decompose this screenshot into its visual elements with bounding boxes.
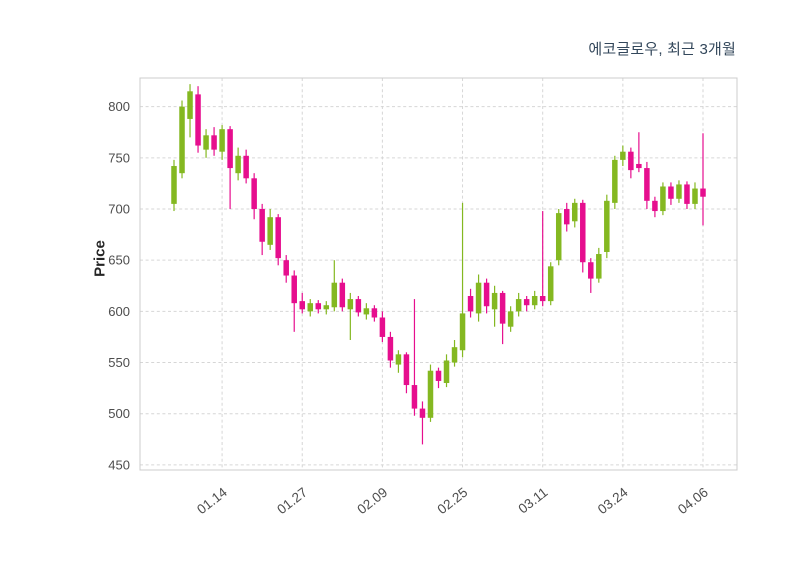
candle-body-up [555, 213, 562, 261]
candle-body-up [531, 296, 538, 306]
candle-body-down [499, 292, 506, 324]
y-tick-label: 500 [108, 406, 130, 421]
candle-body-up [515, 299, 522, 312]
candle-body-down [403, 354, 410, 386]
y-tick-label: 750 [108, 150, 130, 165]
candle-body-down [483, 282, 490, 307]
candle-body-up [363, 308, 370, 315]
candle-body-down [580, 202, 586, 263]
candle-body-down [195, 94, 201, 146]
candle-body-up [604, 200, 610, 252]
candle-body-down [379, 317, 386, 337]
candle-body-down [563, 209, 570, 225]
candle-body-down [387, 336, 394, 361]
y-tick-label: 550 [108, 355, 130, 370]
x-tick-label: 04.06 [675, 485, 711, 518]
candle-body-up [235, 155, 241, 174]
candle-body-up [395, 354, 402, 365]
candle-body-down [467, 296, 474, 312]
candle-body-down [251, 178, 257, 210]
chart-title: 에코글로우, 최근 3개월 [588, 41, 736, 58]
candle-body-up [475, 282, 482, 314]
candle-body-down [636, 163, 642, 169]
candle-body-up [612, 159, 618, 203]
candle-body-up [203, 135, 209, 150]
candle-body-up [692, 188, 698, 204]
candle-body-down [411, 385, 418, 409]
candle-body-down [227, 129, 233, 169]
candle-body-down [291, 275, 297, 304]
candle-body-down [652, 200, 658, 212]
x-tick-label: 01.27 [274, 485, 310, 518]
candle-body-down [435, 370, 442, 381]
candle-body-down [588, 262, 594, 279]
candle-body-up [219, 129, 225, 152]
candle-body-down [644, 168, 650, 201]
candle-body-down [684, 184, 690, 204]
candle-body-down [299, 301, 305, 310]
candle-body-up [171, 166, 177, 204]
candle-body-up [507, 311, 514, 327]
candle-body-down [259, 209, 265, 242]
candle-body-down [539, 296, 546, 302]
y-tick-label: 450 [108, 457, 130, 472]
candle-body-up [660, 186, 666, 212]
y-tick-label: 600 [108, 304, 130, 319]
y-tick-label: 650 [108, 253, 130, 268]
candle-body-up [620, 151, 626, 160]
candle-body-up [187, 91, 193, 119]
candle-body-down [315, 303, 322, 310]
candle-body-down [419, 408, 426, 418]
candle-body-up [179, 106, 185, 174]
candle-body-up [267, 217, 273, 245]
candle-body-down [668, 186, 674, 199]
candle-body-down [371, 308, 378, 318]
candle-body-up [427, 370, 434, 418]
candle-body-up [572, 202, 578, 222]
candle-body-up [307, 303, 314, 312]
candle-body-down [275, 217, 281, 259]
candle-body-up [331, 282, 338, 308]
y-tick-label: 700 [108, 202, 130, 217]
plot-frame [139, 77, 738, 471]
candle-body-down [700, 188, 706, 197]
candle-body-down [211, 135, 217, 150]
candle-body-down [523, 299, 530, 306]
x-tick-label: 02.25 [435, 485, 471, 518]
candle-body-up [596, 254, 602, 279]
candle-body-down [243, 155, 249, 179]
candle-body-up [443, 360, 450, 384]
candle-body-up [323, 305, 330, 310]
candle-body-up [547, 266, 554, 302]
candle-body-down [628, 151, 634, 171]
candle-body-up [451, 347, 458, 363]
candle-body-up [491, 292, 498, 310]
x-tick-label: 02.09 [354, 485, 390, 518]
x-tick-label: 03.24 [595, 484, 631, 517]
candle-body-down [355, 299, 362, 313]
candle-body-up [459, 313, 466, 351]
candle-body-up [347, 299, 354, 310]
x-tick-label: 03.11 [515, 485, 550, 517]
y-tick-label: 800 [108, 99, 130, 114]
candle-body-down [283, 260, 289, 276]
x-tick-label: 01.14 [194, 484, 230, 517]
candle-body-up [676, 184, 682, 199]
candle-body-down [339, 282, 346, 308]
